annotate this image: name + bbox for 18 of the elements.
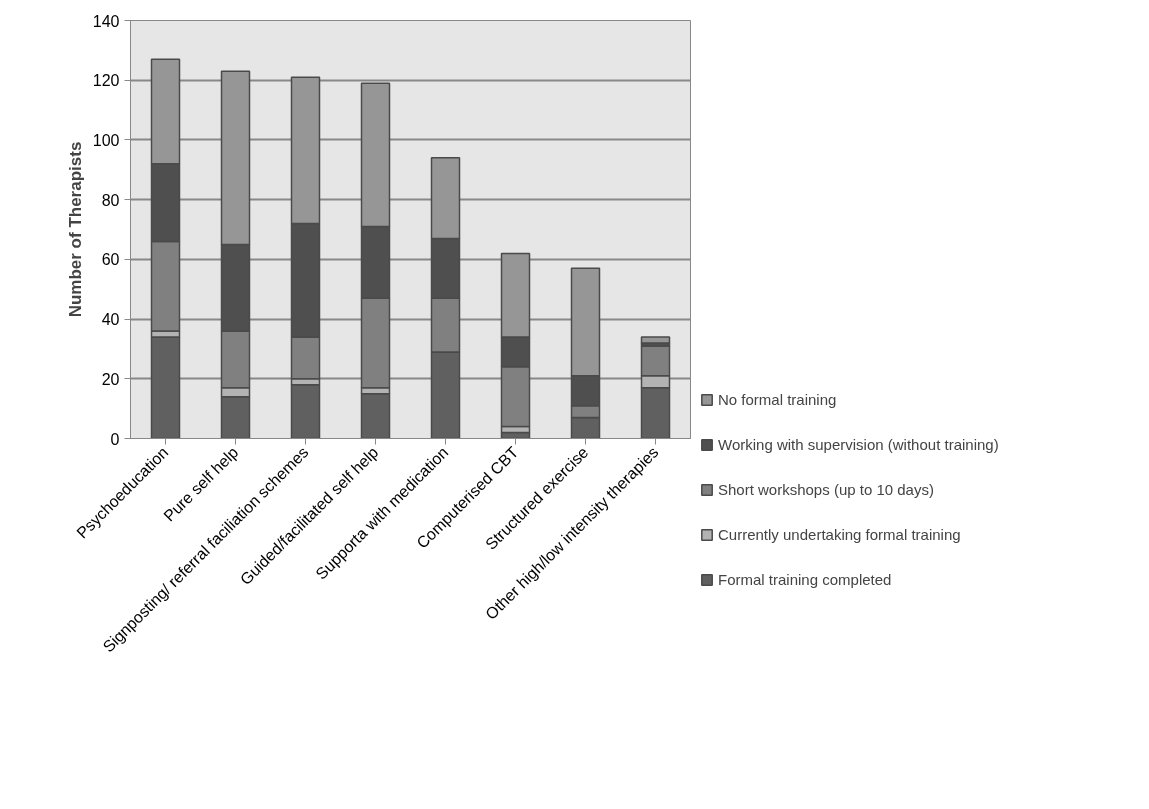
legend-label: Short workshops (up to 10 days) <box>718 481 934 498</box>
y-tick-label: 0 <box>110 430 120 448</box>
legend-label: Currently undertaking formal training <box>718 526 961 543</box>
y-tick-label: 20 <box>101 370 120 388</box>
bar <box>150 336 181 439</box>
y-tick-label: 80 <box>101 191 120 209</box>
bar <box>360 392 391 439</box>
bar <box>640 336 671 344</box>
y-tick-label: 100 <box>92 131 120 149</box>
legend-label: Formal training completed <box>718 571 892 588</box>
y-axis-title: Number of Therapists <box>65 141 85 318</box>
y-tick-label: 40 <box>101 311 120 329</box>
y-tick-label: 60 <box>101 251 120 269</box>
y-tick-label: 120 <box>92 72 120 90</box>
legend-label: No formal training <box>718 391 837 408</box>
y-tick-label: 140 <box>92 12 120 30</box>
legend-label: Working with supervision (without training) <box>718 436 999 453</box>
bar <box>290 384 321 439</box>
